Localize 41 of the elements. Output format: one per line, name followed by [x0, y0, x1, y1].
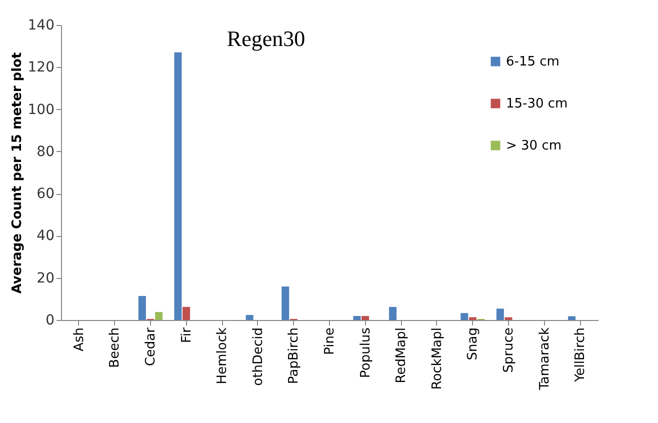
bar [362, 316, 370, 320]
y-axis-title: Average Count per 15 meter plot [10, 52, 25, 294]
x-tick-label: Fir [179, 326, 194, 343]
x-tick-label: Populus [358, 327, 374, 378]
bar [468, 317, 476, 320]
x-tick-label: Beech [108, 328, 123, 368]
bar [353, 316, 361, 320]
bar [182, 306, 190, 320]
x-tick-label: RedMapl [394, 328, 410, 384]
x-tick-label: Snag [466, 328, 481, 360]
y-tick-label: 100 [28, 102, 54, 118]
y-tick-label: 120 [28, 60, 54, 76]
bar [155, 312, 163, 320]
legend-label: > 30 cm [506, 138, 562, 154]
x-tick-label: Spruce [502, 328, 516, 373]
x-tick-label: Ash [72, 328, 87, 352]
x-tick-label: Cedar [144, 326, 158, 366]
bar [460, 313, 468, 320]
x-tick-label: Pine [322, 328, 338, 355]
x-tick-label: Tamarack [537, 327, 552, 391]
bar [246, 314, 254, 320]
chart-title: Regen30 [226, 26, 306, 51]
bar [389, 306, 397, 320]
y-tick-label: 0 [46, 312, 54, 328]
legend-label: 6-15 cm [506, 54, 560, 70]
x-tick-label: YellBirch [573, 328, 588, 383]
legend-label: 15-30 cm [506, 96, 568, 112]
y-tick-label: 20 [36, 270, 54, 286]
bar [174, 52, 182, 320]
bar [138, 296, 146, 320]
y-tick-label: 40 [36, 228, 54, 244]
bar [496, 308, 504, 320]
y-tick-label: 60 [36, 186, 54, 202]
x-tick-label: RockMapl [430, 328, 445, 390]
bar [282, 286, 290, 320]
x-tick-label: othDecid [250, 328, 266, 386]
x-tick-label: Hemlock [215, 327, 230, 384]
bar [568, 316, 576, 320]
y-tick-label: 80 [36, 144, 54, 160]
x-tick-label: PapBirch [286, 328, 302, 384]
y-tick-label: 140 [28, 18, 54, 34]
